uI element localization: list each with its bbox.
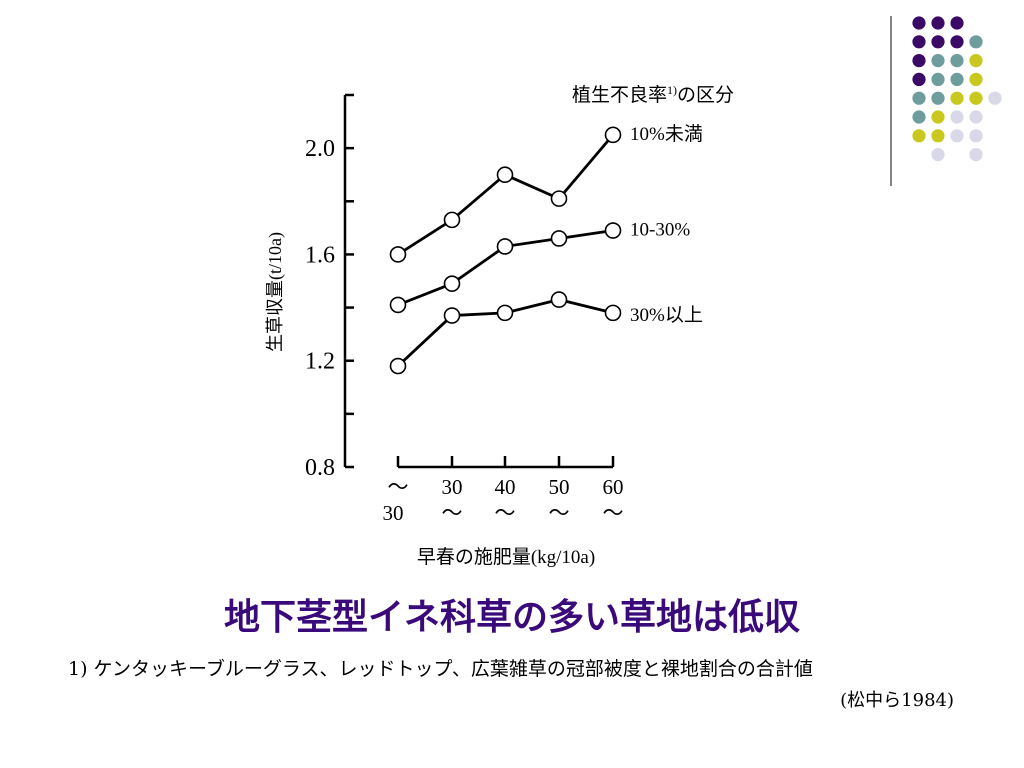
- data-point: [389, 357, 407, 375]
- decor-dot: [912, 91, 926, 105]
- decor-dot: [912, 72, 926, 86]
- decor-dot: [912, 129, 926, 143]
- decor-dot: [931, 16, 945, 30]
- y-tick-label: 0.8: [305, 455, 335, 481]
- decor-dot: [969, 35, 983, 49]
- data-point: [496, 166, 514, 184]
- x-tick-label-bottom: 30: [383, 501, 404, 525]
- decor-dot: [931, 148, 945, 162]
- decor-dot: [931, 91, 945, 105]
- decor-dot: [950, 110, 964, 124]
- data-point: [550, 291, 568, 308]
- data-point: [443, 211, 461, 229]
- series-label: 30%以上: [630, 304, 703, 326]
- decor-dot: [931, 129, 945, 143]
- legend-title-tail: の区分: [677, 84, 734, 106]
- chart-axes: [343, 93, 615, 469]
- data-point: [604, 222, 622, 239]
- y-tick-label: 2.0: [305, 136, 335, 162]
- decor-dot: [969, 129, 983, 143]
- x-tick-label-bottom: 〜: [442, 501, 463, 525]
- decor-dot: [950, 129, 964, 143]
- x-tick-label-bottom: 〜: [495, 501, 516, 525]
- data-point: [496, 238, 514, 255]
- data-point: [550, 190, 568, 207]
- decor-dot: [969, 54, 983, 68]
- x-tick-label-bottom: 〜: [603, 501, 624, 525]
- series-label: 10-30%: [630, 220, 690, 241]
- data-point: [389, 246, 407, 263]
- x-tick-label-top: 50: [549, 475, 570, 499]
- decor-dot: [931, 54, 945, 68]
- x-tick-label-top: 〜: [388, 475, 409, 499]
- y-tick-label: 1.6: [305, 242, 335, 268]
- decor-dot: [969, 110, 983, 124]
- decor-dot: [950, 72, 964, 86]
- y-tick-label: 1.2: [305, 349, 335, 375]
- decor-dot: [950, 35, 964, 49]
- data-point: [550, 230, 568, 247]
- x-axis-label: 早春の施肥量(kg/10a): [417, 546, 595, 568]
- x-tick-label-top: 30: [442, 475, 463, 499]
- decor-dot: [931, 72, 945, 86]
- data-point: [604, 304, 622, 322]
- decor-dot: [931, 35, 945, 49]
- decor-dot: [912, 16, 926, 30]
- decor-dot: [969, 91, 983, 105]
- y-axis-label: 生草収量(t/10a): [265, 232, 286, 352]
- legend-title-superscript: 1): [667, 83, 677, 97]
- footnote: 1) ケンタッキーブルーグラス、レッドトップ、広葉雑草の冠部被度と裸地割合の合計…: [68, 658, 813, 680]
- slide-title: 地下茎型イネ科草の多い草地は低収: [223, 597, 800, 638]
- decor-dot: [969, 148, 983, 162]
- data-point: [496, 304, 514, 322]
- legend-title: 植生不良率1)の区分: [572, 83, 734, 106]
- decor-dot: [969, 72, 983, 86]
- x-tick-label-top: 40: [495, 475, 516, 499]
- data-point: [389, 296, 407, 314]
- decor-dot: [950, 16, 964, 30]
- decor-dot: [912, 110, 926, 124]
- decor-dot: [988, 91, 1002, 105]
- data-point: [443, 275, 461, 292]
- source-citation: (松中ら1984): [840, 690, 954, 711]
- decor-dot: [950, 91, 964, 105]
- decor-dot: [912, 35, 926, 49]
- x-tick-label-top: 60: [603, 475, 624, 499]
- data-point: [443, 307, 461, 324]
- decor-dot: [931, 110, 945, 124]
- chart-series: 10%未満 10-30% 30%以上: [389, 123, 703, 375]
- decorative-dot-pattern: [890, 16, 1002, 186]
- x-tick-label-bottom: 〜: [549, 501, 570, 525]
- data-point: [604, 126, 622, 144]
- legend-title-main: 植生不良率: [572, 84, 667, 106]
- decor-dot: [912, 54, 926, 68]
- series-label: 10%未満: [630, 123, 703, 145]
- decor-dot: [950, 54, 964, 68]
